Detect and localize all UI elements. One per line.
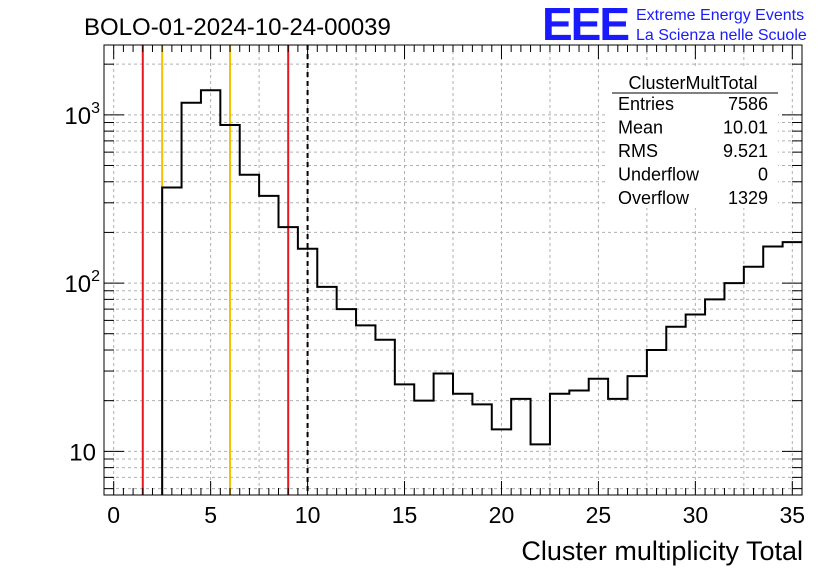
x-tick-label: 5 <box>204 502 217 528</box>
logo-text: EEE <box>542 0 628 50</box>
stats-value: 10.01 <box>723 118 768 138</box>
x-tick-label: 20 <box>489 502 515 528</box>
x-tick-label: 35 <box>780 502 806 528</box>
histogram <box>161 89 802 495</box>
stats-label: Mean <box>618 118 663 138</box>
x-tick-label: 30 <box>683 502 709 528</box>
stats-value: 9.521 <box>723 141 768 161</box>
x-tick-labels: 0 5 10 15 20 25 30 35 <box>107 502 805 528</box>
x-tick-label: 0 <box>107 502 120 528</box>
stats-label: Underflow <box>618 165 700 185</box>
x-axis-label: Cluster multiplicity Total <box>521 536 803 566</box>
y-tick-label: 103 <box>64 100 100 130</box>
run-title: BOLO-01-2024-10-24-00039 <box>84 14 391 41</box>
y-tick-label: 10 <box>69 439 96 466</box>
x-tick-label: 15 <box>392 502 418 528</box>
stats-title: ClusterMultTotal <box>628 73 757 93</box>
stats-value: 7586 <box>728 94 768 114</box>
x-tick-label: 10 <box>295 502 321 528</box>
stats-label: Entries <box>618 94 674 114</box>
logo-line-2: La Scienza nelle Scuole <box>636 27 807 44</box>
stats-box-background <box>608 68 778 208</box>
marker-lines <box>141 45 309 495</box>
logo-line-1: Extreme Energy Events <box>636 7 804 24</box>
stats-value: 1329 <box>728 188 768 208</box>
stats-label: RMS <box>618 141 658 161</box>
axes <box>103 44 803 496</box>
stats-box: ClusterMultTotal Entries 7586 Mean 10.01 RMS… <box>608 68 778 208</box>
histogram-outline <box>161 89 802 495</box>
stats-label: Overflow <box>618 188 690 208</box>
x-tick-label: 25 <box>586 502 612 528</box>
y-tick-labels: 10 102 103 <box>64 100 100 466</box>
eee-logo: EEE Extreme Energy Events La Scienza nel… <box>542 0 807 50</box>
stats-value: 0 <box>758 165 768 185</box>
y-tick-label: 102 <box>64 268 100 298</box>
